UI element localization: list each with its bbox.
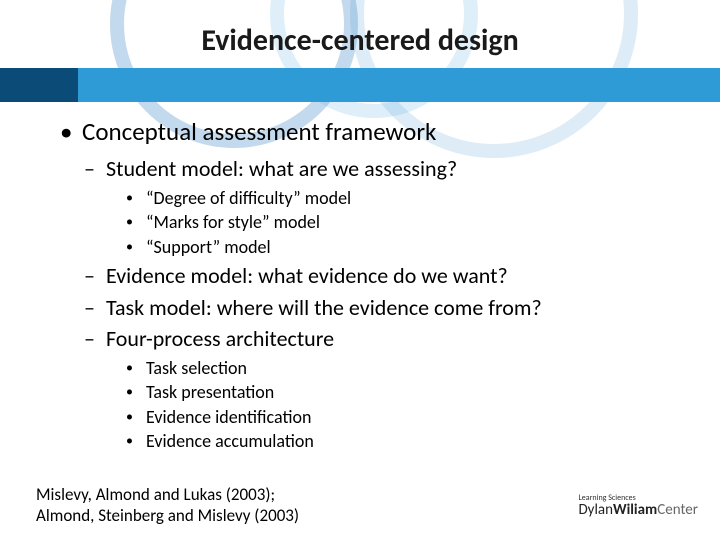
reference-line: Almond, Steinberg and Mislevy (2003) <box>36 505 299 526</box>
reference-line: Mislevy, Almond and Lukas (2003); <box>36 484 299 505</box>
title-underline-accent <box>0 68 78 102</box>
logo-word-wiliam: Wiliam <box>613 501 657 519</box>
bullet-level3: Task presentation <box>126 381 690 404</box>
title-underline-bar <box>0 68 720 102</box>
bullet-level2: Student model: what are we assessing? <box>84 155 690 183</box>
bullet-level2: Four-process architecture <box>84 325 690 353</box>
bullet-level3: “Marks for style” model <box>126 211 690 234</box>
bullet-level3: Evidence identification <box>126 406 690 429</box>
logo-word-dylan: Dylan <box>578 501 613 519</box>
bullet-level3: “Degree of difficulty” model <box>126 187 690 210</box>
title-wrap: Evidence-centered design <box>0 22 720 59</box>
brand-logo: Learning Sciences DylanWiliamCenter <box>578 494 698 518</box>
bullet-level2: Task model: where will the evidence come… <box>84 294 690 322</box>
logo-word-center: Center <box>657 501 698 519</box>
content-body: Conceptual assessment framework Student … <box>56 116 690 455</box>
logo-main: DylanWiliamCenter <box>578 503 698 518</box>
references: Mislevy, Almond and Lukas (2003); Almond… <box>36 484 299 527</box>
bullet-level2: Evidence model: what evidence do we want… <box>84 262 690 290</box>
bullet-level1: Conceptual assessment framework <box>56 116 690 147</box>
slide-title: Evidence-centered design <box>0 22 720 59</box>
bullet-level3: Task selection <box>126 357 690 380</box>
bullet-level3: “Support” model <box>126 236 690 259</box>
bullet-level3: Evidence accumulation <box>126 430 690 453</box>
